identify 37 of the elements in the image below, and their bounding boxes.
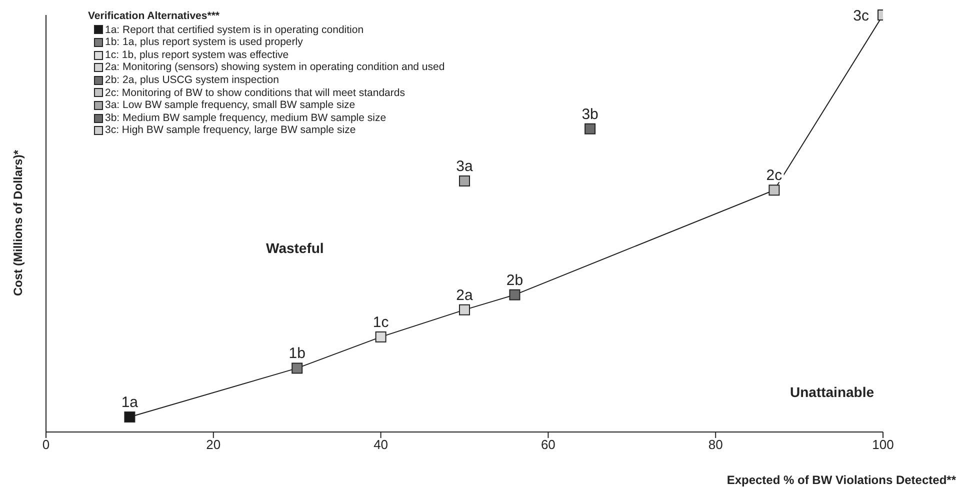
point (375, 331, 386, 342)
legend-label: 3c: High BW sample frequency, large BW sample size (105, 124, 356, 137)
legend-label: 2c: Monitoring of BW to show conditions that will meet standards (105, 86, 405, 100)
legend-label: 2a: Monitoring (sensors) showing system in operating condition and used (105, 61, 445, 74)
legend-title: Verification Alternatives*** (88, 10, 220, 23)
annotation: 2b (506, 272, 524, 289)
point (509, 289, 520, 300)
annotation: 1b (288, 345, 306, 362)
annotation: 2a (456, 286, 474, 304)
point (292, 362, 303, 374)
annotation: 1c (372, 314, 390, 331)
legend-label: 1c: 1b, plus report system was effective (105, 48, 289, 62)
annotation: 3c (853, 7, 870, 24)
x-tick-label: 0 (42, 437, 50, 452)
annotation: 3a (456, 158, 474, 175)
point (459, 175, 470, 186)
x-tick-label: 40 (374, 437, 388, 452)
annotation: Wasteful (266, 240, 324, 256)
annotation: 3b (582, 106, 598, 123)
x-tick-label: 100 (872, 437, 894, 452)
x-tick-label: 60 (540, 437, 556, 452)
legend-label: 3a: Low BW sample frequency, small BW sample size (105, 99, 356, 112)
legend-label: 3b: Medium BW sample frequency, medium BW sample size (105, 112, 386, 124)
annotation: Unattainable (790, 384, 874, 400)
legend-label: 1a: Report that certified system is in operating condition (105, 24, 364, 36)
annotation: 2c (766, 167, 783, 184)
point (584, 123, 596, 134)
legend-label: 1b: 1a, plus report system is used properly (105, 36, 303, 49)
point (459, 304, 470, 316)
annotation: 1a (121, 394, 139, 411)
x-tick-label: 80 (708, 437, 723, 452)
y-axis-title: Cost (Millions of Dollars)* (11, 150, 25, 296)
x-axis-title: Expected % of BW Violations Detected** (726, 473, 956, 487)
point (768, 184, 780, 196)
point (124, 411, 136, 422)
x-tick-label: 20 (206, 437, 221, 452)
legend-label: 2b: 2a, plus USCG system inspection (105, 74, 279, 87)
